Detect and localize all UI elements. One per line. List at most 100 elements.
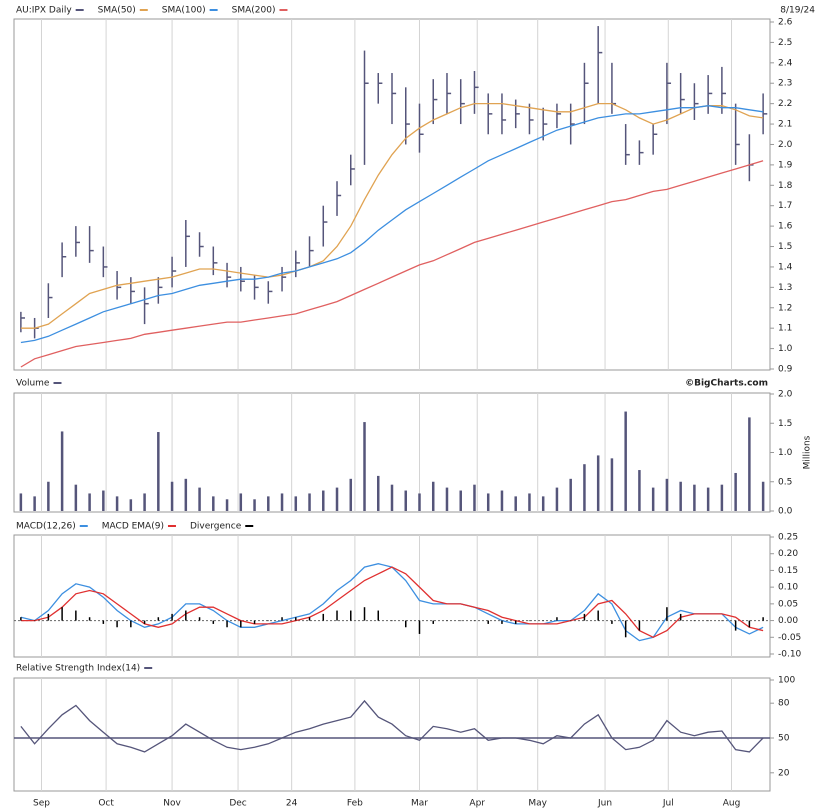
bar <box>377 475 380 511</box>
bar <box>459 490 462 511</box>
y-tick-label: 1.3 <box>778 283 792 293</box>
panel-frame <box>13 18 771 371</box>
bar <box>253 620 256 624</box>
y-tick-label: 1.5 <box>778 242 792 252</box>
x-tick-label: 24 <box>286 799 298 809</box>
y-tick-label: 1.7 <box>778 201 792 211</box>
bar <box>569 620 572 622</box>
bar <box>720 484 724 511</box>
bar <box>473 484 476 511</box>
bar <box>761 481 765 511</box>
bar <box>638 620 641 631</box>
bar <box>157 617 160 621</box>
bar <box>514 496 517 511</box>
series-line <box>20 566 764 639</box>
bar <box>322 490 325 511</box>
bar <box>487 620 489 624</box>
bar <box>350 610 352 621</box>
bar <box>129 499 133 511</box>
bar <box>404 620 407 628</box>
bar <box>88 493 91 511</box>
y-axis-label: Millions <box>803 435 813 469</box>
bar <box>446 620 448 622</box>
bar <box>748 620 751 628</box>
bar <box>253 499 256 511</box>
y-tick-label: 1.2 <box>778 303 792 313</box>
y-tick-label: 2.0 <box>778 390 793 400</box>
series-line <box>20 160 764 368</box>
bar <box>597 610 599 621</box>
bar <box>624 620 627 638</box>
chart-date: 8/19/24 <box>780 6 815 16</box>
bar <box>611 620 613 624</box>
y-tick-label: 0.5 <box>778 477 792 487</box>
bar <box>583 613 586 621</box>
bar <box>308 617 311 621</box>
y-tick-label: 1.4 <box>778 262 793 272</box>
bar <box>60 431 64 511</box>
bar <box>377 610 380 621</box>
bar <box>225 499 229 511</box>
bar <box>198 487 201 511</box>
bar <box>47 613 50 621</box>
legend-label: SMA(200) <box>232 6 276 16</box>
y-tick-label: 20 <box>778 768 790 778</box>
bar <box>721 620 723 622</box>
bar <box>706 487 710 511</box>
bar <box>295 617 297 621</box>
bar <box>335 487 339 511</box>
bar <box>652 620 654 622</box>
y-tick-label: 2.4 <box>778 58 793 68</box>
bar <box>624 411 627 511</box>
bar <box>240 620 242 628</box>
bar <box>501 620 503 624</box>
bar <box>432 620 434 624</box>
y-tick-label: 1.5 <box>778 419 792 429</box>
y-tick-label: 0.0 <box>778 507 793 517</box>
bar <box>418 493 421 511</box>
y-tick-label: 0.20 <box>778 549 798 559</box>
bar <box>556 617 558 621</box>
y-tick-label: 0.05 <box>778 599 798 609</box>
bar <box>542 620 544 622</box>
y-tick-label: 2.6 <box>778 18 793 28</box>
bar <box>459 620 462 622</box>
bar <box>596 455 600 511</box>
legend-label: Volume <box>16 379 50 389</box>
bar <box>226 620 228 628</box>
bar <box>528 493 531 511</box>
bar <box>171 613 173 621</box>
bar <box>707 620 709 622</box>
bar <box>528 620 531 622</box>
bar <box>610 458 614 511</box>
y-tick-label: 0.15 <box>778 566 798 576</box>
bar <box>514 620 517 624</box>
y-tick-label: 2.0 <box>778 140 793 150</box>
bar <box>33 620 36 622</box>
legend-label: MACD EMA(9) <box>102 522 164 532</box>
bar <box>102 620 105 624</box>
bar <box>130 620 132 628</box>
bar <box>679 613 682 621</box>
y-tick-label: 1.8 <box>778 181 793 191</box>
bar <box>363 422 366 511</box>
bar <box>638 470 641 511</box>
y-tick-label: 0.25 <box>778 533 798 543</box>
panel-frame <box>13 677 771 792</box>
bar <box>569 478 572 511</box>
x-tick-label: Sep <box>33 799 50 809</box>
legend-label: SMA(100) <box>162 6 206 16</box>
x-tick-label: Apr <box>469 799 485 809</box>
y-tick-label: 1.0 <box>778 344 793 354</box>
bar <box>762 617 764 621</box>
bar <box>693 620 696 622</box>
bar <box>445 487 449 511</box>
bar <box>349 478 353 511</box>
bar <box>734 620 737 631</box>
bar <box>102 490 105 511</box>
bar <box>20 617 22 621</box>
bar <box>74 484 78 511</box>
y-tick-label: 2.3 <box>778 79 792 89</box>
bar <box>651 487 655 511</box>
